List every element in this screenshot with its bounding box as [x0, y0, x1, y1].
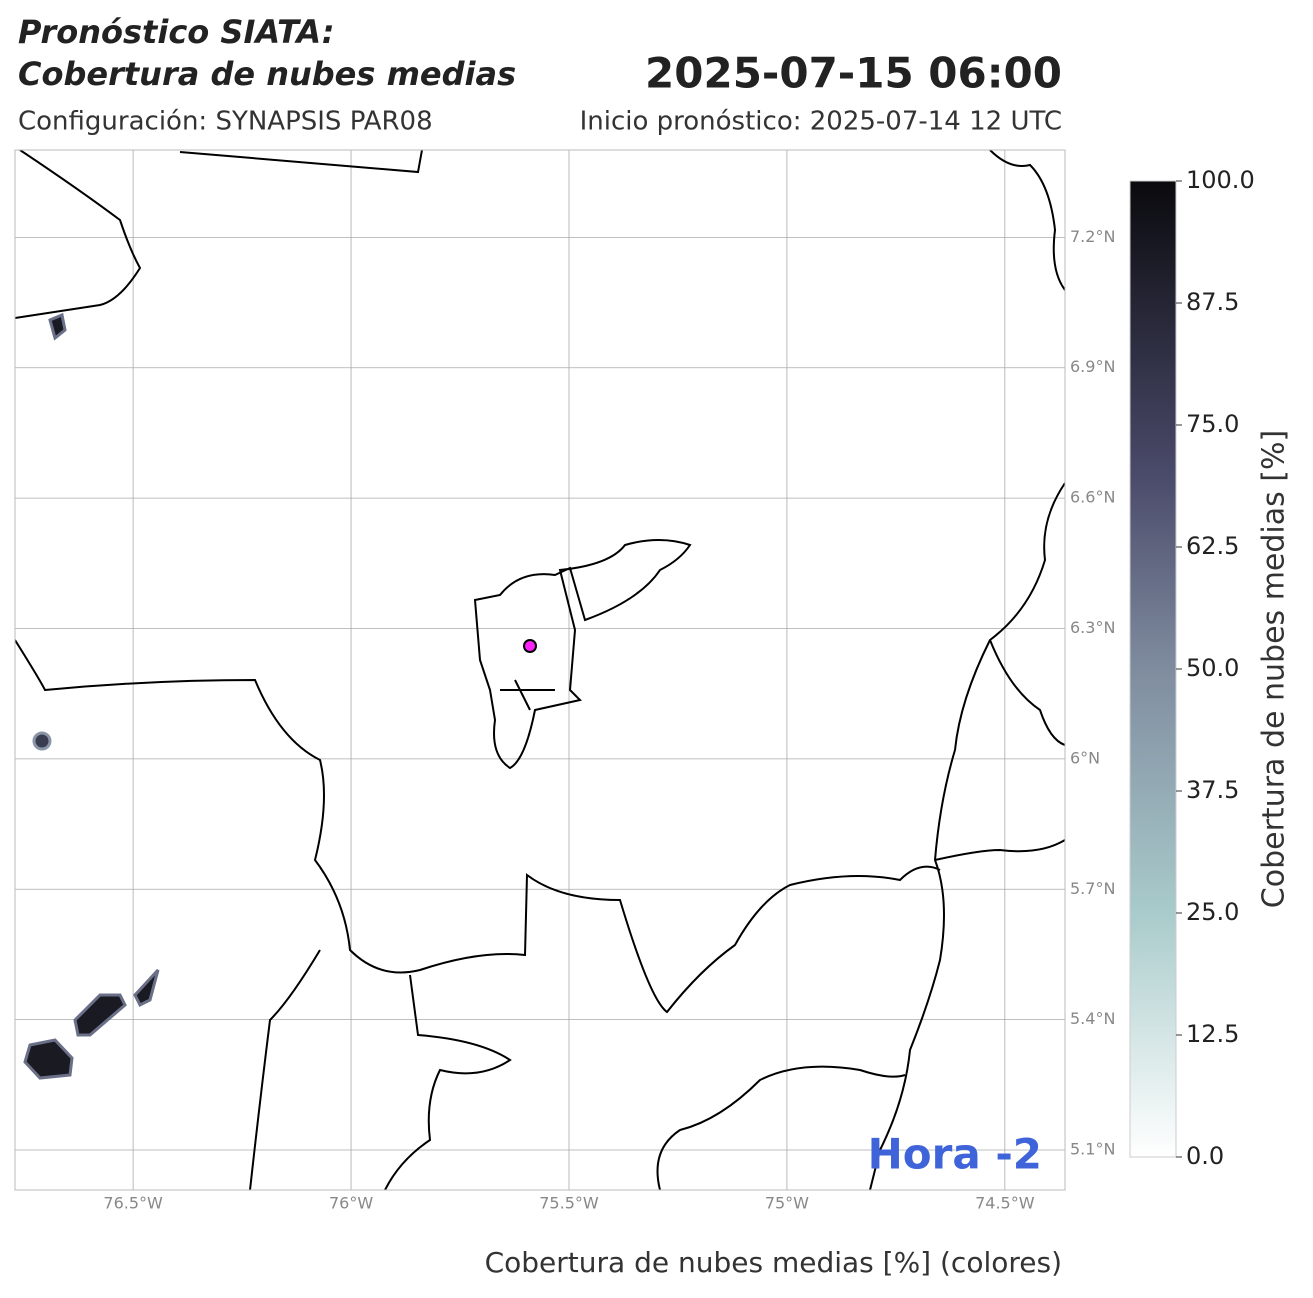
grid: [15, 150, 1065, 1190]
lon-tick-label: 74.5°W: [975, 1194, 1035, 1213]
map-features: [15, 150, 1065, 1190]
colorbar-tick-label: 87.5: [1186, 288, 1239, 316]
lat-tick-label: 6.9°N: [1070, 357, 1115, 376]
colorbar-tick-label: 75.0: [1186, 410, 1239, 438]
lon-tick-label: 76°W: [329, 1194, 373, 1213]
lat-tick-label: 5.7°N: [1070, 879, 1115, 898]
colorbar-tick-label: 37.5: [1186, 776, 1239, 804]
x-label: Cobertura de nubes medias [%] (colores): [485, 1246, 1062, 1279]
datetime: 2025-07-15 06:00: [645, 49, 1062, 98]
colorbar: [1129, 180, 1177, 1158]
colorbar-label: Cobertura de nubes medias [%]: [1257, 430, 1292, 908]
title: Pronóstico SIATA:: [18, 13, 335, 51]
lon-tick-label: 75°W: [765, 1194, 809, 1213]
colorbar-tick-label: 12.5: [1186, 1020, 1239, 1048]
lat-tick-label: 7.2°N: [1070, 227, 1115, 246]
init: Inicio pronóstico: 2025-07-14 12 UTC: [580, 107, 1062, 137]
map-frame: [14, 149, 1066, 1191]
annotation: Hora -2: [868, 1130, 1042, 1179]
lat-tick-label: 5.1°N: [1070, 1140, 1115, 1159]
colorbar-tick-label: 25.0: [1186, 898, 1239, 926]
config: Configuración: SYNAPSIS PAR08: [18, 107, 433, 137]
lat-tick-label: 5.4°N: [1070, 1009, 1115, 1028]
lat-tick-label: 6.6°N: [1070, 488, 1115, 507]
lon-tick-label: 76.5°W: [103, 1194, 163, 1213]
colorbar-tick-label: 100.0: [1186, 166, 1255, 194]
colorbar-tick-label: 50.0: [1186, 654, 1239, 682]
lat-tick-label: 6.3°N: [1070, 618, 1115, 637]
title: Cobertura de nubes medias: [18, 55, 516, 93]
colorbar-tick-label: 62.5: [1186, 532, 1239, 560]
lon-tick-label: 75.5°W: [539, 1194, 599, 1213]
colorbar-tick-label: 0.0: [1186, 1142, 1224, 1170]
lat-tick-label: 6°N: [1070, 748, 1100, 767]
